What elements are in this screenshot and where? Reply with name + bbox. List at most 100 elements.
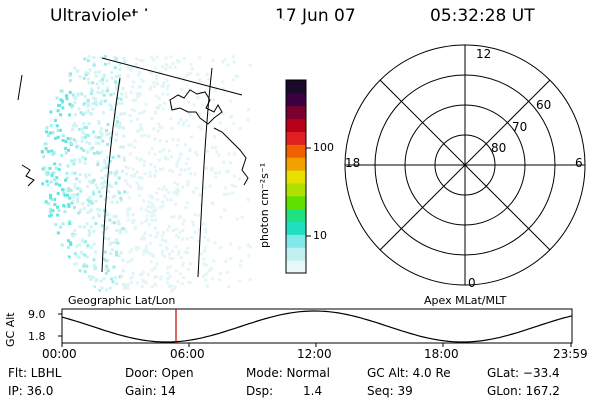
- uv-emission-pixel: [67, 203, 71, 207]
- uv-emission-pixel: [88, 68, 92, 72]
- uv-emission-pixel: [166, 157, 170, 161]
- uv-emission-pixel: [68, 90, 72, 94]
- uv-emission-pixel: [87, 203, 90, 207]
- uv-emission-pixel: [174, 227, 178, 231]
- colorbar-band: [286, 92, 306, 107]
- uv-emission-pixel: [133, 109, 137, 113]
- uv-emission-pixel: [227, 285, 231, 289]
- uv-emission-pixel: [167, 225, 171, 228]
- uv-emission-pixel: [168, 252, 172, 256]
- uv-emission-pixel: [82, 206, 86, 210]
- uv-emission-pixel: [193, 230, 197, 234]
- uv-emission-pixel: [66, 189, 70, 192]
- uv-emission-pixel: [100, 150, 103, 154]
- uv-emission-pixel: [190, 135, 194, 139]
- uv-emission-pixel: [64, 146, 68, 150]
- uv-emission-pixel: [89, 225, 93, 229]
- uv-emission-pixel: [103, 179, 107, 183]
- y-tick-label: 1.8: [28, 330, 46, 343]
- uv-emission-pixel: [78, 243, 82, 247]
- uv-emission-pixel: [102, 257, 106, 261]
- uv-emission-pixel: [143, 109, 147, 113]
- colorbar-band: [286, 105, 306, 120]
- uv-emission-pixel: [100, 78, 104, 82]
- x-tick-label: 00:00: [42, 347, 77, 361]
- uv-emission-pixel: [91, 102, 95, 106]
- uv-emission-pixel: [108, 159, 112, 163]
- uv-emission-pixel: [157, 106, 161, 110]
- uv-emission-pixel: [82, 225, 86, 229]
- uv-emission-pixel: [171, 170, 175, 174]
- uv-emission-pixel: [159, 275, 163, 279]
- uv-emission-pixel: [153, 137, 157, 141]
- uv-emission-pixel: [121, 258, 125, 262]
- uv-emission-pixel: [108, 183, 111, 187]
- uv-emission-pixel: [171, 62, 175, 66]
- uv-emission-pixel: [137, 85, 141, 89]
- uv-emission-pixel: [111, 221, 115, 225]
- uv-emission-pixel: [157, 187, 161, 191]
- uv-emission-pixel: [177, 59, 181, 63]
- uv-emission-pixel: [186, 183, 190, 187]
- uv-emission-pixel: [113, 66, 117, 70]
- uv-emission-pixel: [66, 164, 70, 168]
- uv-emission-pixel: [92, 178, 96, 182]
- colorbar-label: photon cm⁻²s⁻¹: [258, 162, 271, 248]
- uv-emission-pixel: [79, 208, 82, 212]
- uv-emission-pixel: [175, 164, 179, 168]
- uv-emission-pixel: [155, 262, 159, 266]
- uv-emission-pixel: [169, 265, 172, 269]
- uv-emission-pixel: [105, 79, 109, 83]
- uv-emission-pixel: [221, 80, 225, 84]
- uv-emission-pixel: [153, 174, 157, 178]
- uv-emission-pixel: [92, 130, 95, 134]
- uv-emission-pixel: [162, 185, 166, 189]
- uv-emission-pixel: [226, 192, 230, 196]
- uv-emission-pixel: [59, 89, 63, 93]
- uv-emission-pixel: [106, 156, 110, 160]
- uv-emission-pixel: [237, 177, 241, 181]
- uv-emission-pixel: [214, 87, 218, 91]
- uv-emission-pixel: [93, 267, 97, 271]
- uv-emission-pixel: [185, 237, 189, 241]
- uv-emission-pixel: [71, 234, 74, 238]
- uv-emission-pixel: [191, 220, 195, 224]
- uv-emission-pixel: [84, 73, 88, 77]
- uv-emission-pixel: [82, 76, 86, 80]
- uv-emission-pixel: [235, 217, 239, 221]
- uv-emission-pixel: [108, 172, 112, 176]
- uv-emission-pixel: [198, 193, 202, 197]
- coastline: [213, 127, 249, 186]
- uv-emission-pixel: [214, 171, 218, 175]
- uv-emission-pixel: [73, 182, 77, 186]
- uv-emission-pixel: [102, 166, 106, 170]
- uv-emission-pixel: [115, 169, 119, 173]
- uv-emission-pixel: [61, 106, 65, 110]
- uv-emission-pixel: [204, 231, 208, 234]
- uv-emission-pixel: [141, 111, 145, 114]
- uv-emission-pixel: [100, 176, 104, 180]
- uv-emission-pixel: [104, 62, 107, 66]
- uv-emission-pixel: [194, 151, 198, 155]
- uv-emission-pixel: [174, 202, 178, 206]
- uv-emission-pixel: [71, 171, 75, 175]
- uv-emission-pixel: [86, 151, 89, 155]
- lat-lon-grid-line: [17, 74, 23, 101]
- uv-emission-pixel: [143, 172, 147, 176]
- uv-emission-pixel: [106, 190, 110, 194]
- uv-emission-pixel: [103, 250, 107, 254]
- uv-emission-pixel: [61, 99, 65, 103]
- colorbar-band: [286, 260, 306, 274]
- uv-emission-pixel: [207, 77, 211, 81]
- uv-emission-pixel: [160, 249, 164, 253]
- uv-emission-pixel: [132, 146, 136, 149]
- uv-emission-pixel: [83, 57, 87, 61]
- uv-emission-pixel: [179, 118, 183, 121]
- uv-emission-pixel: [158, 149, 162, 153]
- uv-emission-pixel: [182, 121, 186, 124]
- uv-emission-pixel: [81, 155, 85, 159]
- uv-emission-pixel: [73, 66, 77, 70]
- uv-emission-pixel: [74, 124, 78, 128]
- uv-emission-pixel: [55, 176, 59, 180]
- uv-emission-pixel: [148, 174, 152, 178]
